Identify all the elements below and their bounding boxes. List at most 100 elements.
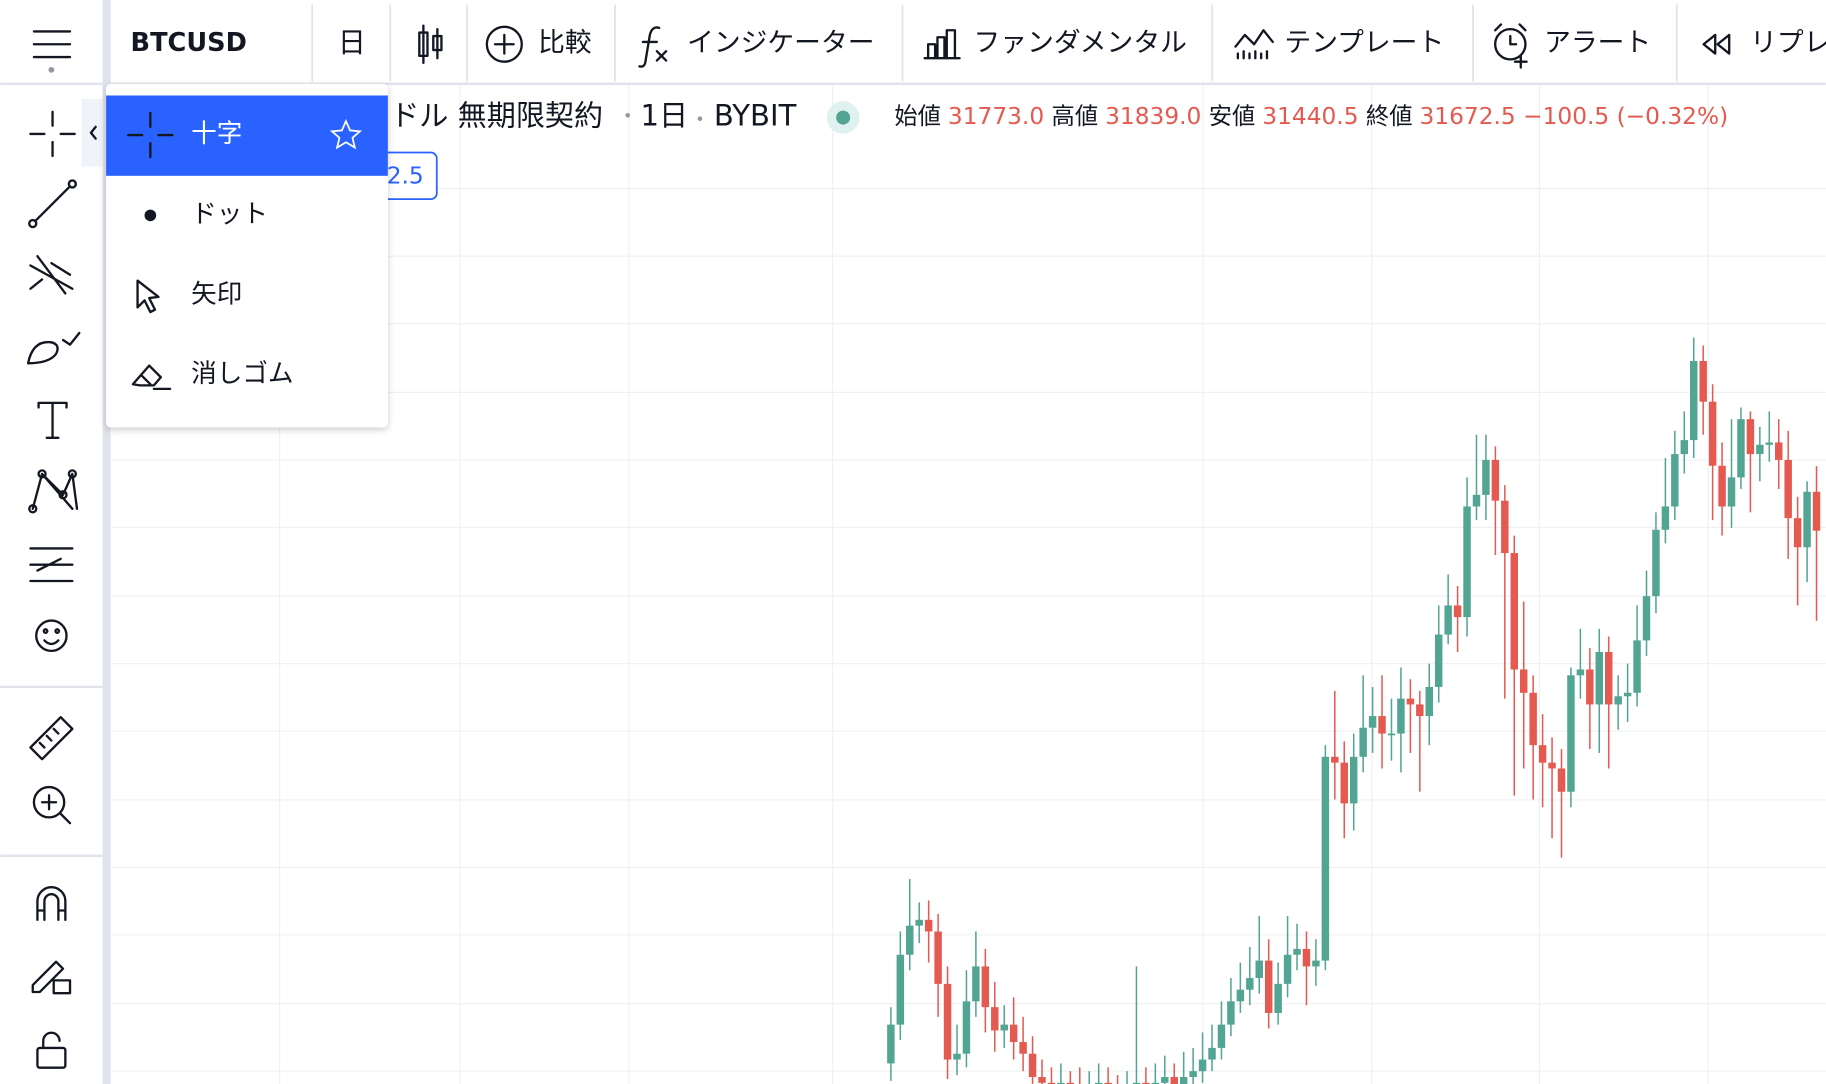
candle-body: [1756, 444, 1764, 455]
candle-body: [1227, 1001, 1235, 1025]
candle-body: [1132, 1082, 1141, 1084]
chart-type[interactable]: [418, 24, 443, 65]
candle-body: [1028, 1053, 1037, 1078]
candle-body: [1208, 1047, 1216, 1060]
toolbar-item[interactable]: ファンダメンタル: [974, 28, 1187, 59]
legend: ドル 無期限契約 1日 BYBIT 始値 31773.0 高値 31839.0 …: [390, 99, 1728, 134]
candle-body: [1775, 442, 1783, 460]
candle-body: [1151, 1082, 1160, 1084]
cursor-menu: 十字 ドット 矢印 消しゴム: [106, 83, 388, 428]
candle-body: [1586, 669, 1594, 705]
legend-exchange: BYBIT: [714, 99, 797, 133]
candle-body: [1425, 686, 1433, 717]
candle-body: [1614, 696, 1622, 705]
ruler-tool[interactable]: [29, 716, 74, 761]
candle-body: [981, 966, 990, 1008]
lock-tool[interactable]: [36, 1031, 67, 1069]
candle-body: [1576, 669, 1585, 676]
candle-body: [953, 1053, 961, 1060]
candle-body: [1746, 419, 1755, 455]
candle-body: [1000, 1024, 1008, 1031]
toolbar-separators: [311, 4, 1678, 82]
candle-body: [1359, 727, 1367, 757]
forecast-tool[interactable]: [29, 547, 74, 583]
template-icon[interactable]: [1234, 29, 1274, 60]
emoji-tool[interactable]: [35, 619, 68, 653]
indicator-icon[interactable]: [638, 26, 668, 68]
candle-body: [1161, 1077, 1169, 1083]
candle-body: [1246, 978, 1254, 990]
candle-body: [1094, 1082, 1103, 1084]
candle-body: [1387, 733, 1396, 736]
fundamental-icon[interactable]: [923, 29, 961, 60]
candle-body: [1690, 360, 1698, 441]
favorite-star[interactable]: [329, 118, 363, 150]
compare-icon[interactable]: [485, 25, 523, 63]
candle-body: [1605, 652, 1613, 705]
candle-body: [962, 1001, 971, 1054]
sidebar-border: [102, 0, 111, 1084]
symbol[interactable]: BTCUSD: [131, 28, 247, 58]
candle-body: [1368, 716, 1377, 728]
replay-icon[interactable]: [1702, 33, 1731, 55]
toolbar-item[interactable]: アラート: [1544, 28, 1651, 59]
candle-body: [1548, 762, 1556, 769]
candle-body: [1009, 1024, 1018, 1043]
candle-body: [1491, 459, 1500, 501]
candle-body: [1302, 948, 1311, 967]
brush-tool[interactable]: [26, 331, 81, 365]
candle-body: [924, 919, 933, 932]
legend-title: ドル 無期限契約: [390, 99, 603, 133]
crosshair-tool[interactable]: [29, 110, 76, 158]
alert-icon[interactable]: [1494, 23, 1528, 69]
toolbar-item[interactable]: テンプレート: [1284, 28, 1444, 59]
open-label: 始値: [894, 103, 941, 130]
candle-body: [1793, 518, 1802, 548]
candle-body: [1501, 500, 1509, 554]
magnet-tool[interactable]: [36, 886, 67, 921]
pattern-tool[interactable]: [28, 469, 79, 514]
candle-body: [1463, 506, 1471, 618]
high-label: 高値: [1052, 103, 1099, 130]
legend-interval: 1日: [641, 99, 689, 133]
interval[interactable]: 日: [338, 26, 366, 59]
candle-body: [1416, 704, 1424, 717]
sidebar-tools: [26, 110, 81, 1069]
candle-body: [1340, 762, 1348, 804]
candle-body: [1444, 605, 1452, 635]
candle-body: [1812, 491, 1821, 531]
candle-body: [1019, 1042, 1027, 1054]
candle-body: [991, 1007, 999, 1031]
candle-body: [1482, 459, 1490, 495]
toolbar-item[interactable]: 比較: [538, 28, 592, 59]
toolbar-item[interactable]: リプレ: [1750, 28, 1826, 59]
candle-body: [1642, 596, 1651, 641]
menu-item-selected[interactable]: [106, 95, 388, 176]
close-label: 終値: [1366, 103, 1413, 130]
candle-body: [1236, 989, 1245, 1002]
menu-item[interactable]: 矢印: [191, 280, 242, 310]
candle-body: [972, 966, 980, 1002]
candle-body: [1661, 506, 1670, 530]
candle-body: [1038, 1077, 1046, 1083]
candle-body: [1179, 1077, 1188, 1084]
candle-body: [896, 954, 905, 1025]
candle-body: [906, 925, 914, 955]
pitchfork-tool[interactable]: [29, 254, 74, 295]
menu-item[interactable]: 消しゴム: [191, 359, 293, 389]
text-tool[interactable]: [37, 401, 68, 439]
zoom-tool[interactable]: [32, 785, 72, 825]
candle-body: [1189, 1071, 1197, 1078]
toolbar-item[interactable]: インジケーター: [687, 28, 874, 59]
menu-item[interactable]: 十字: [191, 119, 242, 149]
menu-button[interactable]: [32, 30, 72, 59]
menu-item[interactable]: ドット: [191, 199, 268, 229]
line-tool[interactable]: [28, 179, 78, 229]
candle-body: [1198, 1059, 1207, 1072]
low-value: 31440.5: [1262, 103, 1358, 130]
candle-body: [1699, 360, 1707, 402]
lock-drawing-tool[interactable]: [31, 960, 72, 995]
candle-body: [1680, 440, 1689, 455]
toolbar-bg: [0, 0, 1826, 84]
